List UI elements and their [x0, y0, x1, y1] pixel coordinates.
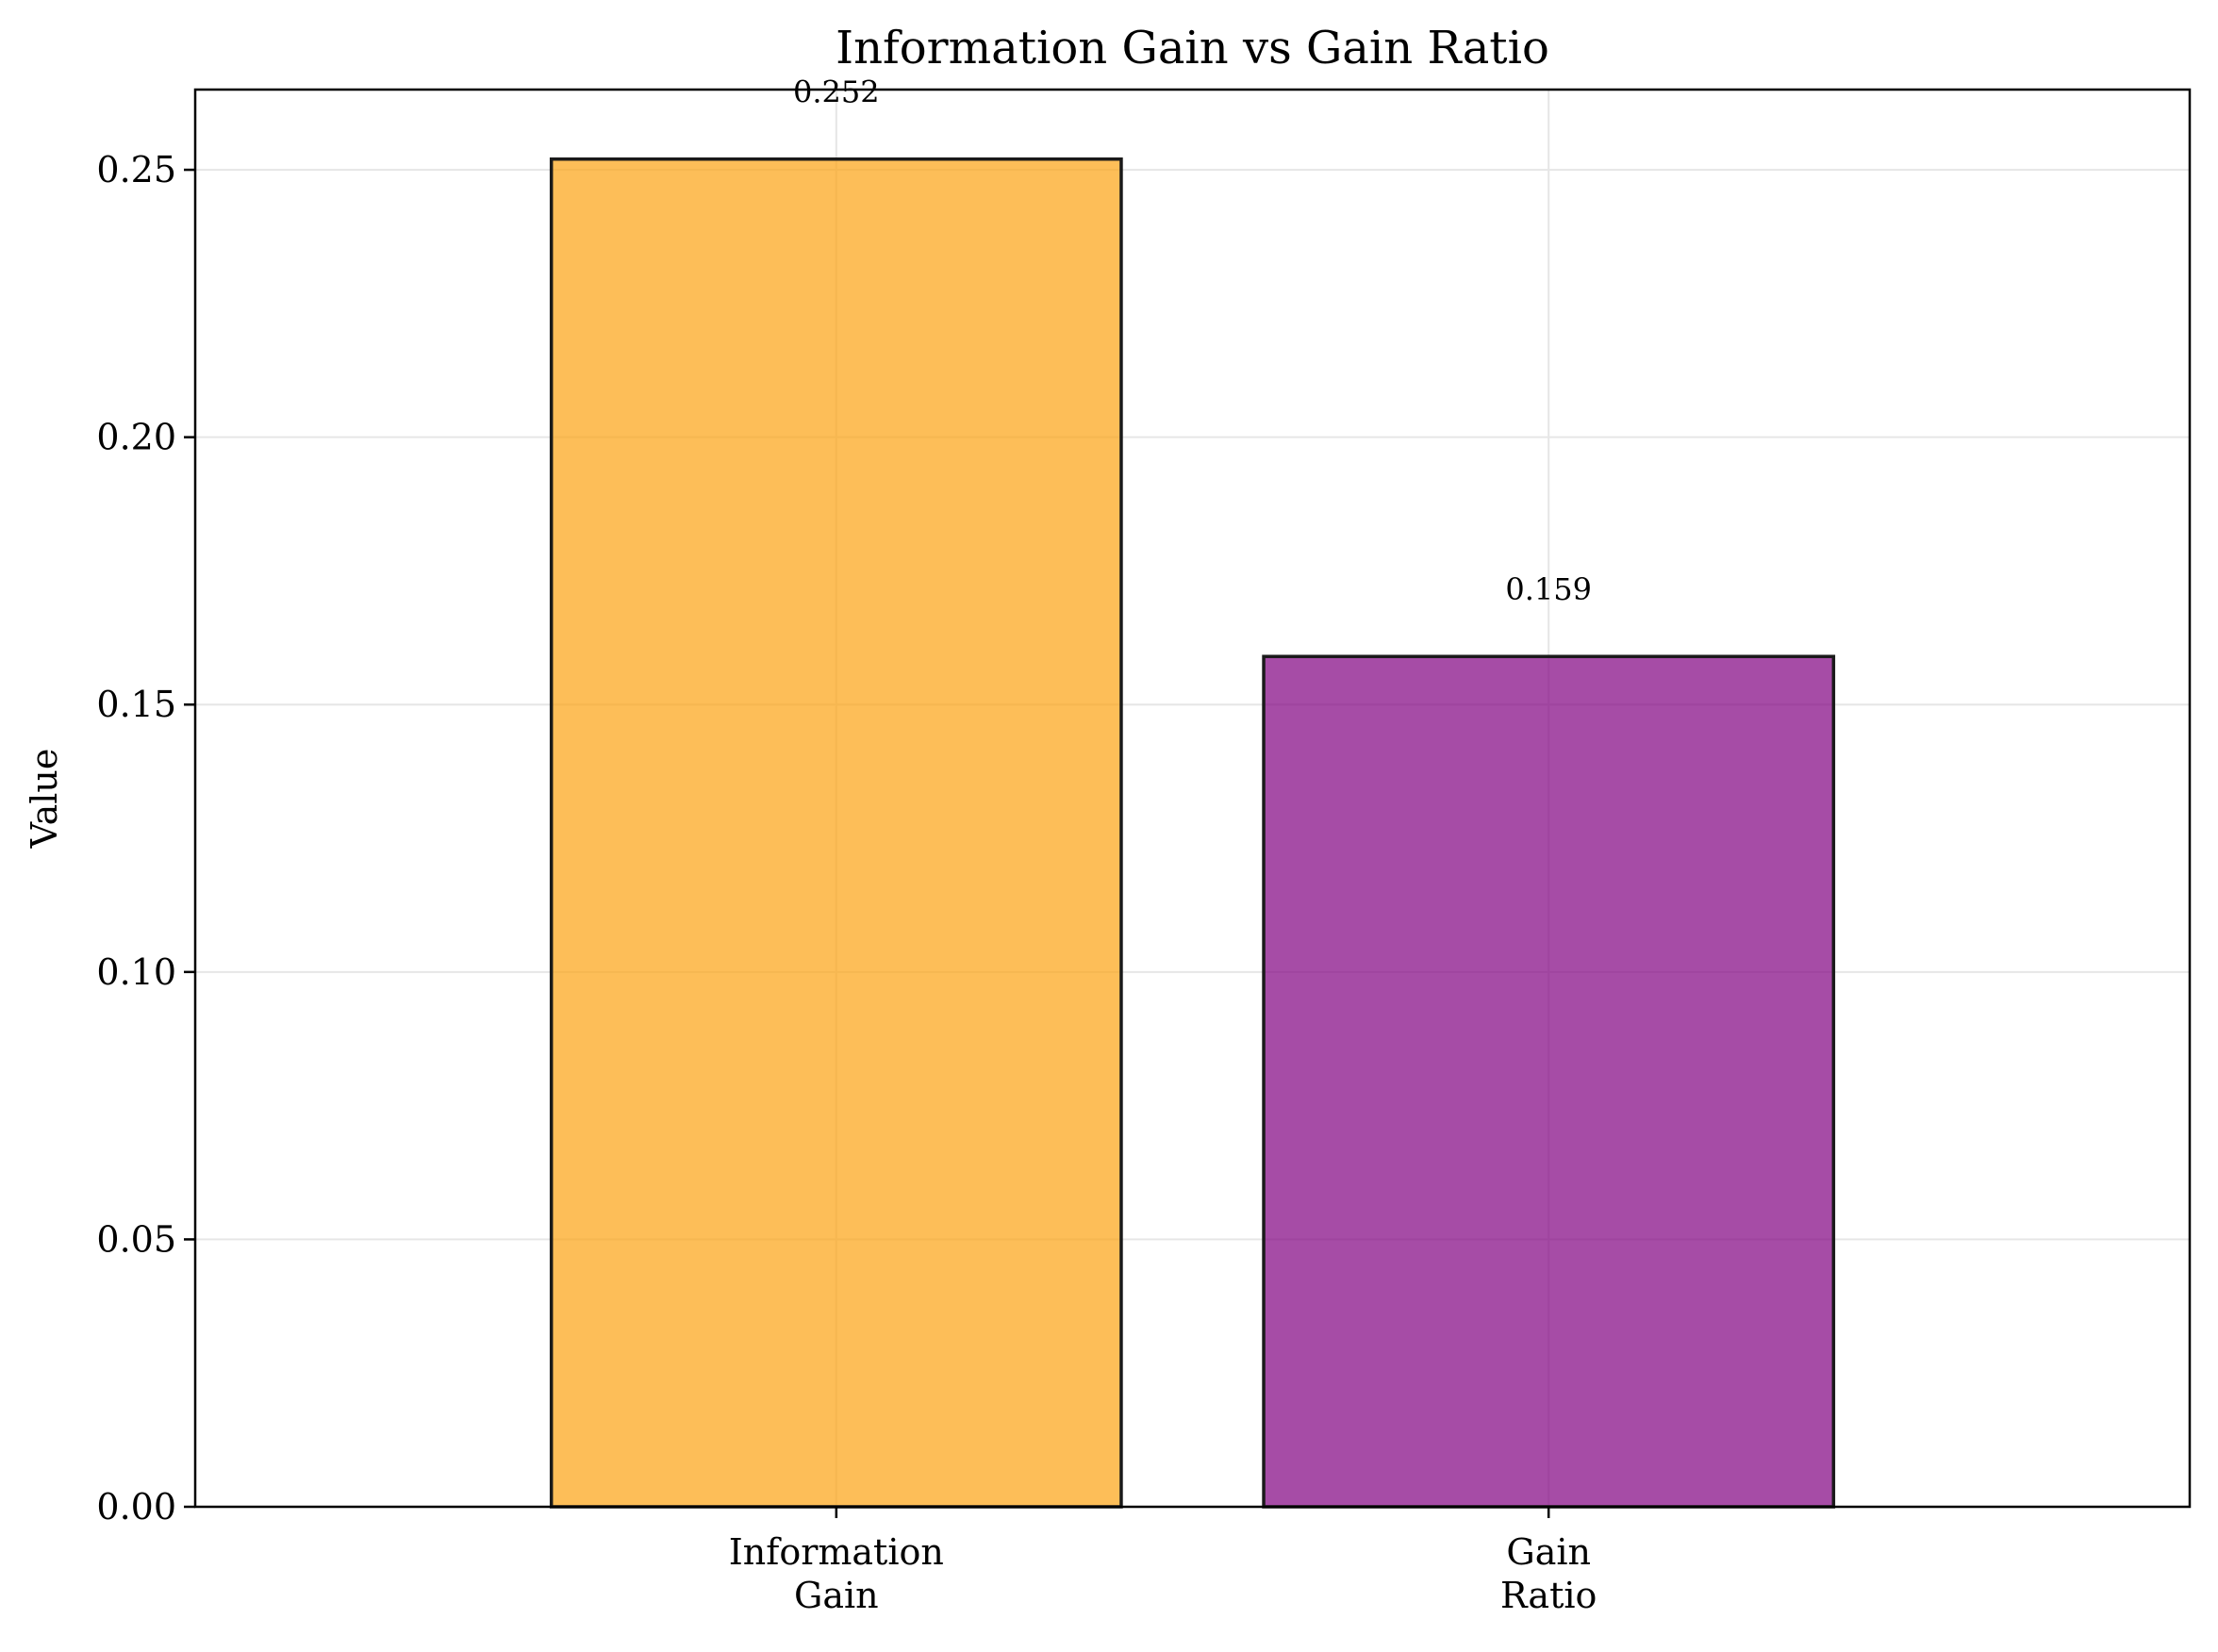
y-tick-label: 0.25 [96, 149, 176, 190]
x-tick-label: Gain [794, 1575, 879, 1616]
gridlines [195, 90, 2190, 1508]
y-axis-label: Value [24, 749, 65, 850]
data-labels: 0.252 0.159 [793, 74, 1592, 607]
y-tick-label: 0.05 [96, 1218, 176, 1260]
axes-frame [193, 88, 2192, 1509]
ticks: 0.000.050.100.150.200.25InformationGainG… [96, 149, 1597, 1616]
y-tick-label: 0.00 [96, 1486, 176, 1528]
y-tick-label: 0.10 [96, 951, 176, 993]
bar-value-label: 0.159 [1505, 571, 1592, 607]
bar-value-label: 0.252 [793, 74, 880, 110]
y-tick-label: 0.15 [96, 684, 176, 725]
bar-0 [549, 157, 1123, 1509]
bar-1 [1262, 654, 1836, 1509]
x-tick-label: Information [729, 1531, 944, 1573]
chart-title: Information Gain vs Gain Ratio [836, 22, 1549, 74]
x-tick-label: Ratio [1500, 1575, 1597, 1616]
x-tick-label: Gain [1506, 1531, 1591, 1573]
y-tick-label: 0.20 [96, 417, 176, 458]
bars [549, 157, 1836, 1509]
